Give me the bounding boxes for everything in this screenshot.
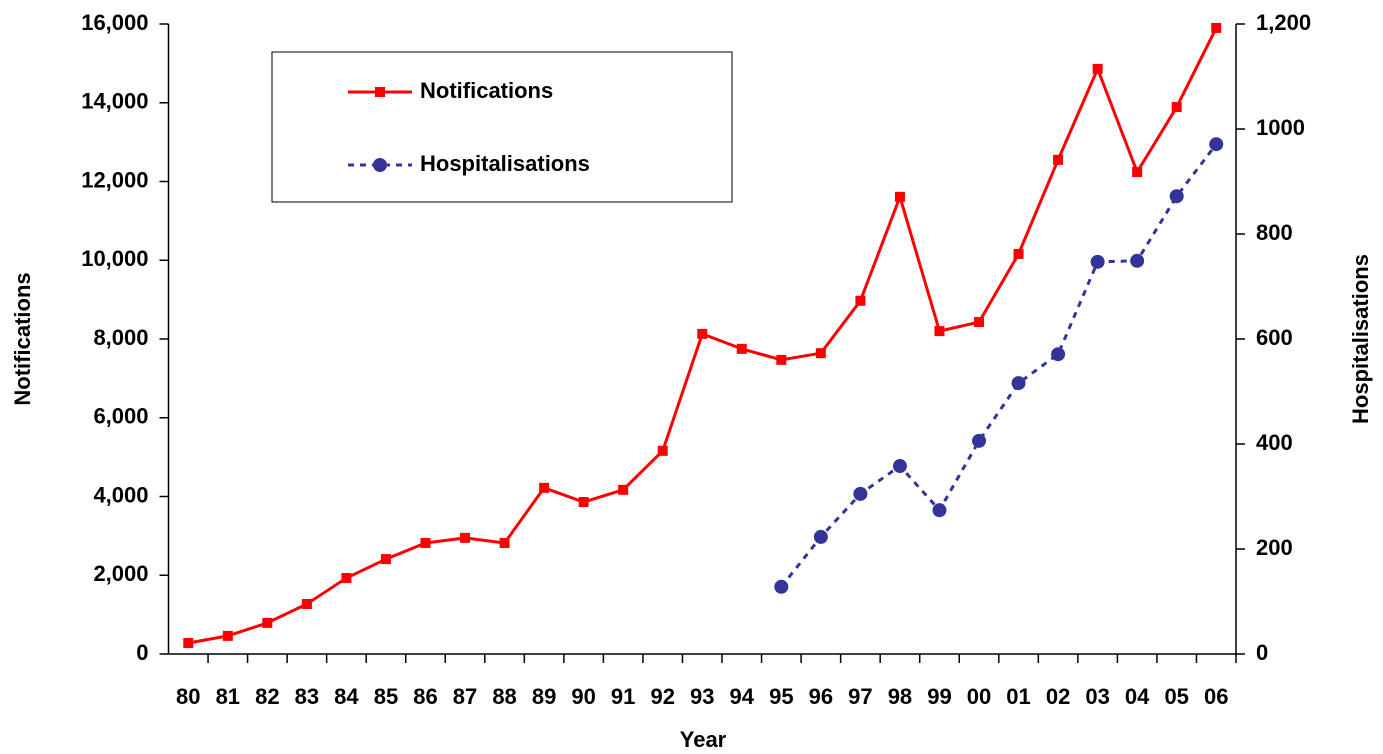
series-marker	[853, 486, 868, 501]
legend-box	[271, 51, 733, 203]
y-tick-label: 2,000	[93, 561, 148, 586]
x-tick-label: 82	[255, 684, 279, 709]
y-tick-label: 4,000	[93, 482, 148, 507]
series-marker	[934, 326, 945, 337]
legend-marker	[373, 158, 387, 172]
y-tick-label: 14,000	[81, 89, 148, 114]
legend-label: Hospitalisations	[420, 151, 590, 176]
series-marker	[1209, 137, 1224, 152]
series-marker	[815, 348, 826, 359]
x-tick-label: 96	[809, 684, 833, 709]
series-marker	[972, 433, 987, 448]
series-marker	[657, 445, 668, 456]
y2-tick-label: 0	[1256, 640, 1268, 665]
x-tick-label: 04	[1125, 684, 1150, 709]
series-marker	[1092, 63, 1103, 74]
y2-tick-label: 1,200	[1256, 10, 1311, 35]
series-marker	[855, 295, 866, 306]
series-line	[780, 143, 1218, 588]
x-tick-label: 98	[888, 684, 912, 709]
x-tick-label: 06	[1204, 684, 1228, 709]
y2-tick-label: 800	[1256, 220, 1293, 245]
series-marker	[1211, 22, 1222, 33]
y-tick-label: 12,000	[81, 167, 148, 192]
series-marker	[1132, 167, 1143, 178]
x-tick-label: 83	[295, 684, 319, 709]
x-tick-label: 00	[967, 684, 991, 709]
x-tick-label: 02	[1046, 684, 1070, 709]
y2-tick-label: 200	[1256, 535, 1293, 560]
series-marker	[1011, 376, 1026, 391]
series-marker	[341, 573, 352, 584]
series-marker	[1169, 189, 1184, 204]
series-marker	[1171, 102, 1182, 113]
y2-tick-label: 600	[1256, 325, 1293, 350]
y2-tick-label: 1000	[1256, 115, 1305, 140]
series-marker	[894, 191, 905, 202]
series-marker	[774, 579, 789, 594]
series-marker	[539, 482, 550, 493]
series-marker	[892, 459, 907, 474]
series-marker	[932, 503, 947, 518]
series-marker	[1130, 253, 1145, 268]
series-marker	[1053, 154, 1064, 165]
x-tick-label: 01	[1006, 684, 1030, 709]
series-marker	[974, 317, 985, 328]
x-tick-label: 85	[374, 684, 398, 709]
series-marker	[380, 554, 391, 565]
y-axis-title: Notifications	[10, 272, 35, 405]
x-tick-label: 80	[176, 684, 200, 709]
legend-label: Notifications	[420, 78, 553, 103]
x-tick-label: 87	[453, 684, 477, 709]
x-tick-label: 90	[571, 684, 595, 709]
x-tick-label: 88	[492, 684, 516, 709]
series-marker	[813, 529, 828, 544]
x-tick-label: 99	[927, 684, 951, 709]
y-tick-label: 0	[136, 640, 148, 665]
y-tick-label: 16,000	[81, 10, 148, 35]
x-tick-label: 86	[413, 684, 437, 709]
series-marker	[776, 354, 787, 365]
y2-axis-title: Hospitalisations	[1348, 254, 1373, 424]
series-marker	[222, 630, 233, 641]
x-tick-label: 81	[216, 684, 240, 709]
x-tick-label: 97	[848, 684, 872, 709]
series-marker	[697, 328, 708, 339]
series-marker	[1090, 254, 1105, 269]
y-tick-label: 10,000	[81, 246, 148, 271]
legend-marker	[375, 87, 385, 97]
x-tick-label: 84	[334, 684, 359, 709]
series-marker	[460, 532, 471, 543]
x-tick-label: 91	[611, 684, 635, 709]
series-marker	[420, 537, 431, 548]
x-tick-label: 89	[532, 684, 556, 709]
x-tick-label: 94	[730, 684, 755, 709]
x-tick-label: 03	[1085, 684, 1109, 709]
series-marker	[1013, 248, 1024, 259]
y-tick-label: 6,000	[93, 404, 148, 429]
series-marker	[499, 537, 510, 548]
y-tick-label: 8,000	[93, 325, 148, 350]
series-marker	[183, 637, 194, 648]
x-axis-title: Year	[680, 727, 727, 752]
series-marker	[736, 343, 747, 354]
x-tick-label: 92	[650, 684, 674, 709]
series-marker	[618, 484, 629, 495]
series-marker	[301, 598, 312, 609]
series-marker	[1051, 347, 1066, 362]
x-tick-label: 95	[769, 684, 793, 709]
series-marker	[578, 497, 589, 508]
series-marker	[262, 617, 273, 628]
y2-tick-label: 400	[1256, 430, 1293, 455]
x-tick-label: 05	[1164, 684, 1188, 709]
x-tick-label: 93	[690, 684, 714, 709]
